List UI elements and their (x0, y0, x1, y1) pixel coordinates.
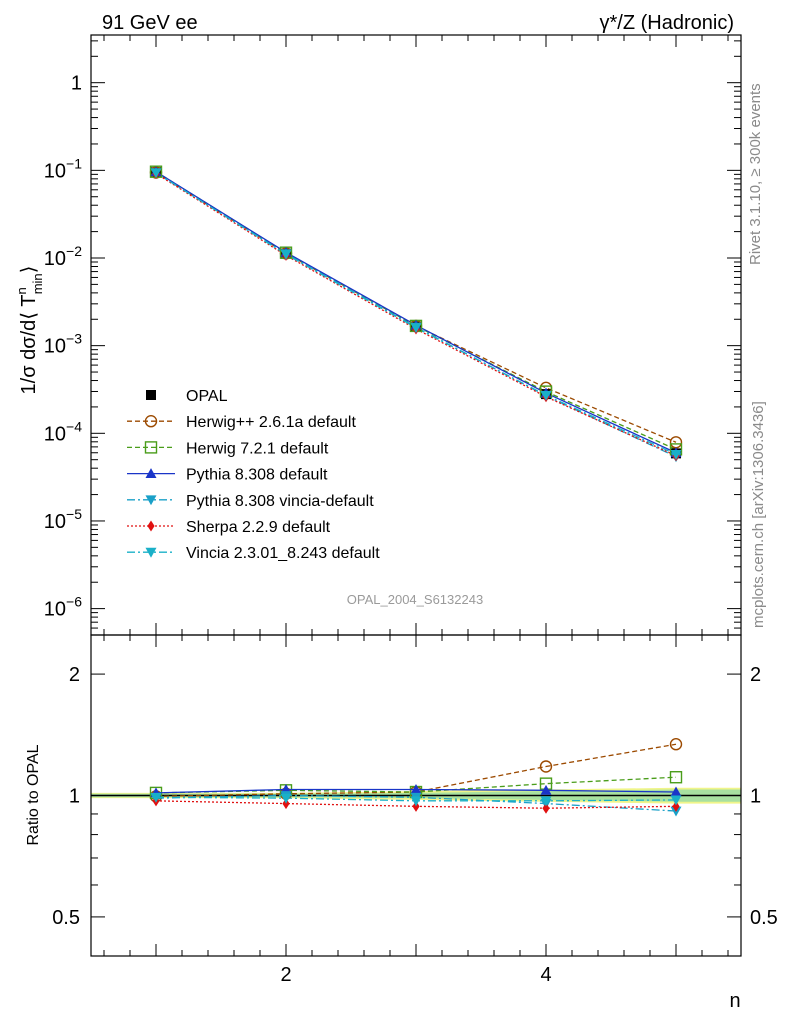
y-tick-base: 10 (44, 511, 66, 533)
ratio-y-tick-label-left: 0.5 (52, 907, 80, 929)
legend-label-6: Vincia 2.3.01_8.243 default (186, 545, 380, 562)
ratio-y-tick-label-left: 2 (69, 664, 80, 686)
ratio-y-tick-label-left: 1 (69, 786, 80, 808)
x-tick-label: 4 (540, 964, 551, 986)
ratio-series-point-5 (542, 802, 550, 814)
y-tick-label: 10−2 (44, 243, 82, 270)
ratio-series-point-6 (670, 795, 682, 806)
y-tick-base: 1 (71, 73, 82, 95)
y-tick-exponent: −5 (66, 506, 82, 522)
ratio-series-point-3 (410, 783, 422, 794)
y-tick-label: 10−4 (44, 418, 82, 445)
rivet-label: Rivet 3.1.10, ≥ 300k events (747, 83, 764, 265)
ratio-series-point-6 (410, 796, 422, 807)
ratio-series-point-1 (539, 760, 553, 773)
legend-marker-3 (145, 468, 157, 478)
main-series-point-6 (670, 449, 682, 460)
legend-marker-6 (145, 547, 157, 558)
y-tick-label: 10−3 (44, 331, 82, 358)
y-tick-exponent: −4 (66, 418, 82, 434)
legend-marker-1 (144, 415, 158, 428)
ratio-y-tick-label-right: 2 (750, 664, 761, 686)
main-series-point-6 (280, 249, 292, 260)
legend-marker-2 (144, 441, 158, 454)
y-tick-label: 10−6 (44, 594, 82, 621)
ylabel-sub: min (30, 273, 45, 294)
ratio-series-point-6 (540, 796, 552, 807)
ylabel-lead: 1/σ dσ/d⟨ T (18, 295, 40, 395)
title-left: 91 GeV ee (102, 12, 198, 34)
legend-marker-opal (146, 390, 156, 400)
y-tick-base: 10 (44, 248, 66, 270)
y-tick-base: 10 (44, 423, 66, 445)
y-tick-base: 10 (44, 336, 66, 358)
y-tick-label: 10−5 (44, 506, 82, 533)
ratio-series-point-5 (672, 800, 680, 812)
ylabel-tail: ⟩ (18, 266, 40, 274)
x-tick-label: 2 (280, 964, 291, 986)
legend-marker-4 (145, 495, 157, 506)
analysis-watermark: OPAL_2004_S6132243 (347, 592, 483, 607)
main-series-line-2 (155, 171, 677, 451)
main-series-point-6 (540, 390, 552, 401)
ratio-series-point-6 (150, 792, 162, 803)
title-right: γ*/Z (Hadronic) (600, 12, 734, 34)
legend-label-2: Herwig 7.2.1 default (186, 440, 329, 457)
main-series-line-6 (155, 172, 677, 455)
ratio-series-point-1 (669, 738, 683, 751)
legend-label-3: Pythia 8.308 default (186, 467, 328, 484)
main-series-line-1 (155, 171, 677, 443)
main-series-point-6 (410, 323, 422, 334)
main-ylabel: 1/σ dσ/d⟨ Tnmin⟩ (14, 266, 45, 395)
y-tick-exponent: −2 (66, 243, 82, 259)
y-tick-label: 10−1 (44, 155, 82, 182)
ratio-series-point-6 (280, 793, 292, 804)
legend-label-4: Pythia 8.308 vincia-default (186, 493, 374, 510)
y-tick-label: 1 (71, 73, 82, 95)
y-tick-exponent: −3 (66, 331, 82, 347)
ylabel-sup: n (14, 287, 29, 294)
y-tick-exponent: −1 (66, 155, 82, 171)
ratio-y-tick-label-right: 1 (750, 786, 761, 808)
mcplots-label: mcplots.cern.ch [arXiv:1306.3436] (750, 401, 767, 628)
ratio-ylabel: Ratio to OPAL (25, 744, 42, 845)
main-series-point-6 (150, 168, 162, 179)
x-axis-label: n (729, 990, 740, 1012)
y-tick-base: 10 (44, 599, 66, 621)
y-tick-base: 10 (44, 160, 66, 182)
ratio-series-point-3 (670, 786, 682, 797)
legend: OPAL Herwig++ 2.6.1a default Herwig 7.2.1 … (127, 388, 380, 562)
svg-text:1/σ dσ/d⟨ Tnmin⟩: 1/σ dσ/d⟨ Tnmin⟩ (14, 266, 45, 395)
legend-marker-5 (147, 520, 155, 532)
ratio-panel: 2 4 0.5 0.5 1 1 2 2 (52, 634, 778, 986)
ratio-y-tick-label-right: 0.5 (750, 907, 778, 929)
ratio-series-point-2 (669, 771, 683, 784)
main-series-line-5 (155, 172, 677, 457)
legend-label-5: Sherpa 2.2.9 default (186, 519, 331, 536)
main-series-line-3 (155, 171, 677, 454)
y-tick-exponent: −6 (66, 594, 82, 610)
ratio-series-point-3 (540, 784, 552, 795)
legend-label-1: Herwig++ 2.6.1a default (186, 414, 356, 431)
ratio-series-point-5 (412, 800, 420, 812)
main-panel: 10−610−510−410−310−210−11 (44, 34, 742, 636)
legend-label-opal: OPAL (186, 388, 228, 405)
